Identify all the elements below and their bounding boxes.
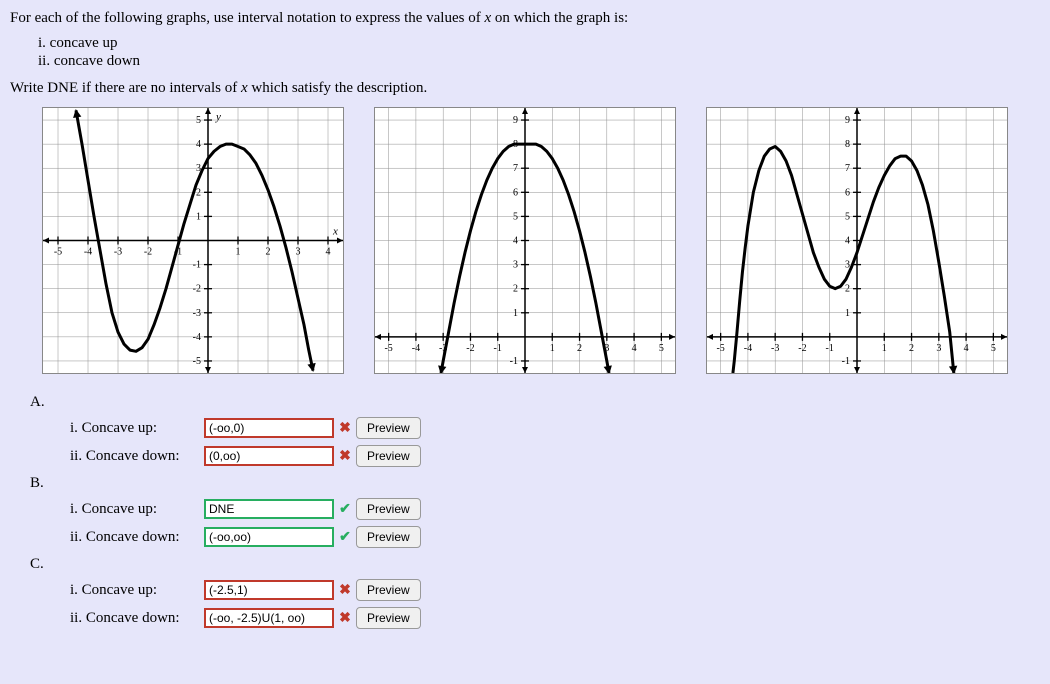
b-up-label: i. Concave up: — [70, 501, 200, 518]
svg-text:7: 7 — [845, 163, 850, 174]
svg-text:1: 1 — [196, 211, 201, 222]
svg-text:4: 4 — [964, 343, 969, 354]
svg-text:y: y — [215, 111, 221, 123]
preview-button[interactable]: Preview — [356, 417, 421, 439]
svg-text:3: 3 — [936, 343, 941, 354]
label-a: A. — [30, 394, 1040, 411]
svg-text:5: 5 — [845, 211, 850, 222]
svg-text:2: 2 — [513, 284, 518, 295]
label-c: C. — [30, 556, 1040, 573]
c-up-mark: ✖ — [338, 582, 352, 599]
graphs-row: -5 -4 -3 -2 -1 1 2 3 4 -5 -4 -3 -2 -1 1 2 3 4 5 y x -5 -4 -3 -2… — [10, 107, 1040, 374]
a-down-mark: ✖ — [338, 448, 352, 465]
subitem-ii: ii. concave down — [38, 53, 1040, 70]
subitem-i: i. concave up — [38, 35, 1040, 52]
svg-text:-1: -1 — [510, 356, 518, 367]
b-up-input[interactable] — [204, 499, 334, 519]
graph-c: -5-4-3-2-112345-1123456789 — [706, 107, 1008, 374]
svg-text:4: 4 — [326, 247, 331, 258]
a-up-mark: ✖ — [338, 420, 352, 437]
svg-text:-3: -3 — [114, 247, 122, 258]
c-up-label: i. Concave up: — [70, 582, 200, 599]
preview-button[interactable]: Preview — [356, 579, 421, 601]
svg-text:6: 6 — [513, 187, 518, 198]
b-down-mark: ✔ — [338, 529, 352, 546]
svg-text:5: 5 — [991, 343, 996, 354]
svg-text:-3: -3 — [193, 308, 201, 319]
svg-text:2: 2 — [266, 247, 271, 258]
graph-a: -5-4-3-2-11234-5-4-3-2-112345yx — [42, 107, 344, 374]
svg-text:9: 9 — [513, 115, 518, 126]
preview-button[interactable]: Preview — [356, 445, 421, 467]
svg-text:-1: -1 — [193, 260, 201, 271]
svg-text:-2: -2 — [798, 343, 806, 354]
a-down-input[interactable] — [204, 446, 334, 466]
svg-text:-4: -4 — [412, 343, 420, 354]
label-b: B. — [30, 475, 1040, 492]
svg-text:4: 4 — [513, 236, 518, 247]
svg-text:1: 1 — [845, 308, 850, 319]
c-down-mark: ✖ — [338, 610, 352, 627]
preview-button[interactable]: Preview — [356, 498, 421, 520]
svg-text:-5: -5 — [193, 356, 201, 367]
svg-text:2: 2 — [196, 187, 201, 198]
svg-text:1: 1 — [882, 343, 887, 354]
question-sublist: i. concave up ii. concave down — [38, 35, 1040, 70]
svg-text:3: 3 — [513, 260, 518, 271]
svg-text:3: 3 — [296, 247, 301, 258]
svg-text:-5: -5 — [54, 247, 62, 258]
svg-text:1: 1 — [550, 343, 555, 354]
svg-text:-2: -2 — [144, 247, 152, 258]
a-up-label: i. Concave up: — [70, 420, 200, 437]
svg-text:-5: -5 — [384, 343, 392, 354]
svg-text:-4: -4 — [84, 247, 92, 258]
svg-text:6: 6 — [845, 187, 850, 198]
a-down-label: ii. Concave down: — [70, 448, 200, 465]
svg-text:1: 1 — [236, 247, 241, 258]
b-up-mark: ✔ — [338, 501, 352, 518]
svg-text:4: 4 — [632, 343, 637, 354]
write-dne-note: Write DNE if there are no intervals of x… — [10, 80, 1040, 97]
svg-text:-5: -5 — [716, 343, 724, 354]
answers-section: A. i. Concave up: ✖ Preview ii. Concave … — [30, 394, 1040, 629]
c-down-input[interactable] — [204, 608, 334, 628]
svg-text:-1: -1 — [826, 343, 834, 354]
svg-text:-2: -2 — [193, 284, 201, 295]
svg-text:-3: -3 — [771, 343, 779, 354]
svg-text:5: 5 — [659, 343, 664, 354]
svg-text:2: 2 — [845, 284, 850, 295]
svg-text:5: 5 — [513, 211, 518, 222]
svg-text:8: 8 — [845, 139, 850, 150]
graph-b: -5-4-3-2-112345-1123456789 — [374, 107, 676, 374]
svg-text:2: 2 — [577, 343, 582, 354]
svg-text:5: 5 — [196, 115, 201, 126]
a-up-input[interactable] — [204, 418, 334, 438]
question-intro: For each of the following graphs, use in… — [10, 10, 1040, 27]
svg-text:9: 9 — [845, 115, 850, 126]
svg-text:x: x — [332, 226, 338, 238]
svg-text:2: 2 — [909, 343, 914, 354]
svg-text:1: 1 — [513, 308, 518, 319]
svg-text:-4: -4 — [744, 343, 752, 354]
svg-text:7: 7 — [513, 163, 518, 174]
c-up-input[interactable] — [204, 580, 334, 600]
b-down-input[interactable] — [204, 527, 334, 547]
svg-text:-4: -4 — [193, 332, 201, 343]
preview-button[interactable]: Preview — [356, 526, 421, 548]
svg-text:4: 4 — [845, 236, 850, 247]
svg-text:4: 4 — [196, 139, 201, 150]
svg-text:-2: -2 — [466, 343, 474, 354]
svg-text:-1: -1 — [494, 343, 502, 354]
b-down-label: ii. Concave down: — [70, 529, 200, 546]
preview-button[interactable]: Preview — [356, 607, 421, 629]
svg-text:-1: -1 — [842, 356, 850, 367]
c-down-label: ii. Concave down: — [70, 610, 200, 627]
